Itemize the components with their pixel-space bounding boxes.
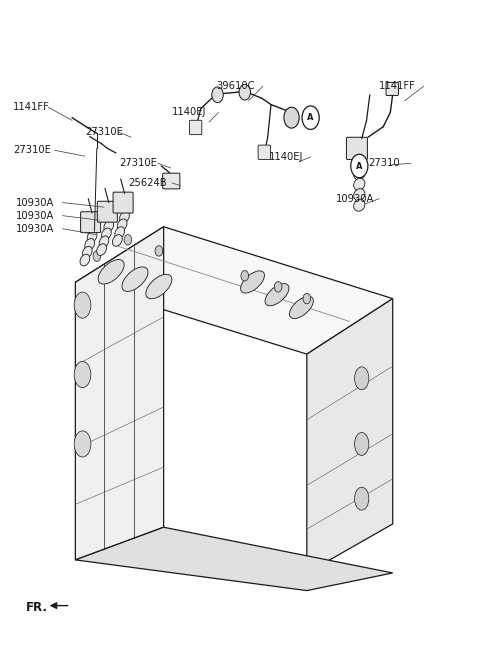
- Ellipse shape: [112, 235, 122, 246]
- Text: FR.: FR.: [26, 601, 48, 614]
- Circle shape: [275, 281, 282, 292]
- Ellipse shape: [98, 260, 124, 284]
- Ellipse shape: [355, 487, 369, 510]
- Ellipse shape: [354, 157, 365, 169]
- Ellipse shape: [87, 231, 97, 242]
- Ellipse shape: [74, 361, 91, 388]
- Polygon shape: [75, 527, 393, 590]
- Ellipse shape: [104, 220, 114, 232]
- FancyBboxPatch shape: [258, 145, 271, 159]
- Text: A: A: [307, 113, 314, 122]
- Polygon shape: [75, 227, 393, 354]
- Circle shape: [303, 293, 311, 304]
- Text: 1140EJ: 1140EJ: [269, 152, 303, 162]
- FancyBboxPatch shape: [190, 120, 202, 134]
- Text: 1140EJ: 1140EJ: [172, 108, 206, 117]
- Circle shape: [241, 270, 249, 281]
- Circle shape: [124, 235, 132, 245]
- Circle shape: [284, 107, 299, 128]
- Ellipse shape: [74, 292, 91, 318]
- Text: 1141FF: 1141FF: [378, 81, 415, 91]
- FancyBboxPatch shape: [113, 192, 133, 213]
- Ellipse shape: [240, 271, 264, 293]
- Polygon shape: [75, 227, 164, 560]
- FancyBboxPatch shape: [97, 201, 117, 222]
- Text: 10930A: 10930A: [16, 224, 54, 234]
- Ellipse shape: [354, 178, 365, 190]
- Ellipse shape: [120, 211, 130, 223]
- Text: 27310E: 27310E: [120, 158, 157, 169]
- Circle shape: [155, 246, 163, 256]
- Text: 10930A: 10930A: [336, 194, 374, 203]
- FancyBboxPatch shape: [81, 212, 101, 233]
- Circle shape: [302, 106, 319, 129]
- Ellipse shape: [115, 227, 125, 239]
- Ellipse shape: [354, 168, 365, 180]
- Text: 1141FF: 1141FF: [13, 102, 50, 112]
- Text: 27310E: 27310E: [85, 127, 123, 137]
- Text: 39610C: 39610C: [216, 81, 254, 91]
- Text: A: A: [356, 161, 362, 171]
- Polygon shape: [307, 298, 393, 573]
- Text: 10930A: 10930A: [16, 197, 54, 207]
- Ellipse shape: [354, 189, 365, 201]
- Circle shape: [93, 251, 101, 261]
- Ellipse shape: [83, 247, 92, 258]
- Ellipse shape: [289, 297, 313, 319]
- Ellipse shape: [355, 432, 369, 455]
- Circle shape: [239, 85, 251, 100]
- FancyBboxPatch shape: [163, 173, 180, 189]
- Ellipse shape: [117, 219, 127, 231]
- Circle shape: [351, 154, 368, 178]
- Ellipse shape: [355, 367, 369, 390]
- Text: 25624B: 25624B: [128, 178, 167, 188]
- Ellipse shape: [96, 244, 107, 255]
- Ellipse shape: [74, 431, 91, 457]
- FancyBboxPatch shape: [386, 83, 398, 96]
- Ellipse shape: [265, 283, 289, 306]
- Circle shape: [212, 87, 223, 102]
- Ellipse shape: [85, 239, 95, 250]
- Ellipse shape: [101, 228, 111, 240]
- Ellipse shape: [99, 236, 109, 247]
- Ellipse shape: [354, 199, 365, 211]
- Ellipse shape: [80, 255, 90, 266]
- Text: 27310: 27310: [368, 158, 399, 169]
- Ellipse shape: [146, 274, 172, 298]
- Ellipse shape: [122, 267, 148, 291]
- Text: 27310E: 27310E: [13, 146, 51, 155]
- Text: 10930A: 10930A: [16, 211, 54, 220]
- FancyBboxPatch shape: [347, 137, 367, 159]
